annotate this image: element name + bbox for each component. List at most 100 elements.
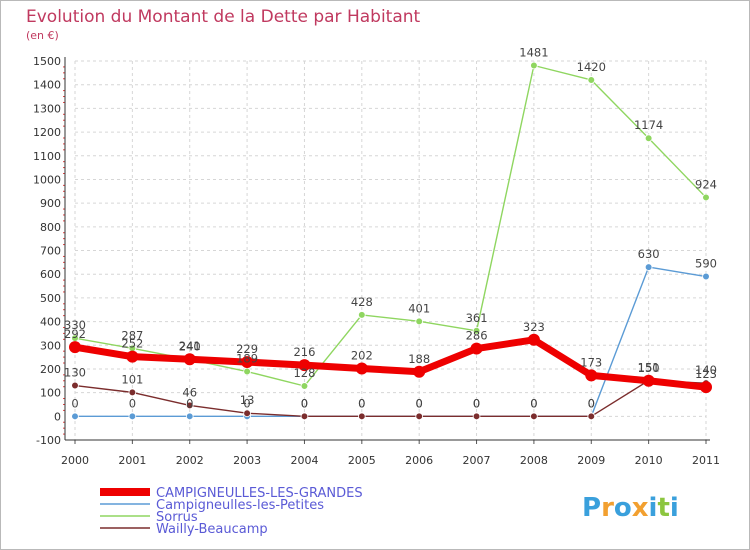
x-tick-label: 2011	[692, 454, 720, 467]
proxiti-logo: Proxiti	[582, 493, 679, 523]
series-line	[74, 379, 707, 418]
y-tick-label: 1000	[33, 173, 61, 186]
data-point	[355, 362, 368, 375]
data-point	[126, 350, 139, 363]
y-tick-label: 200	[40, 363, 61, 376]
y-tick-label: 1400	[33, 79, 61, 92]
data-point	[128, 388, 137, 397]
data-point	[527, 333, 540, 346]
logo-letter: x	[632, 493, 649, 523]
series-lines	[69, 61, 712, 421]
data-point	[472, 412, 481, 421]
data-label: 151	[638, 361, 660, 375]
legend-entry: Sorrus	[156, 510, 198, 525]
data-point	[300, 412, 309, 421]
y-tick-label: 300	[40, 339, 61, 352]
y-tick-label: 100	[40, 387, 61, 400]
data-label: 323	[523, 320, 545, 334]
x-tick-label: 2010	[635, 454, 663, 467]
x-tick-label: 2006	[405, 454, 433, 467]
data-point	[700, 381, 712, 394]
data-label: 287	[121, 328, 143, 342]
chart-subtitle: (en €)	[26, 29, 59, 42]
x-tick-label: 2004	[290, 454, 318, 467]
data-label: 0	[129, 396, 136, 410]
data-label: 361	[466, 311, 488, 325]
x-tick-label: 2000	[61, 454, 89, 467]
data-point	[530, 412, 538, 421]
y-tick-label: -100	[36, 434, 61, 447]
data-label: 128	[293, 366, 315, 380]
data-point	[185, 401, 194, 410]
data-point	[644, 263, 653, 271]
data-label: 123	[695, 367, 717, 381]
data-label: 0	[473, 396, 480, 410]
x-tick-label: 2007	[463, 454, 491, 467]
data-label: 101	[121, 372, 143, 386]
logo-letter: r	[601, 493, 614, 523]
data-point	[642, 374, 655, 387]
data-label: 630	[638, 247, 660, 261]
data-point	[243, 409, 251, 418]
series-line	[74, 266, 707, 418]
data-label: 0	[358, 396, 365, 410]
chart-title: Evolution du Montant de la Dette par Hab…	[26, 7, 421, 27]
x-tick-label: 2003	[233, 454, 261, 467]
data-label: 286	[466, 329, 488, 343]
y-tick-label: 1300	[33, 102, 61, 115]
data-point	[183, 353, 196, 366]
data-label: 0	[530, 396, 537, 410]
data-point	[415, 317, 423, 326]
data-point	[530, 61, 538, 70]
data-label: 13	[240, 393, 255, 407]
data-point	[69, 341, 81, 354]
y-tick-label: 500	[40, 292, 61, 305]
data-point	[585, 369, 598, 382]
y-tick-label: 700	[40, 245, 61, 258]
series-line	[74, 64, 707, 387]
data-point	[702, 193, 710, 202]
y-tick-label: 1100	[33, 150, 61, 163]
data-label: 202	[351, 348, 373, 362]
y-tick-label: 600	[40, 268, 61, 281]
data-label: 0	[416, 396, 423, 410]
x-tick-label: 2002	[176, 454, 204, 467]
y-tick-label: 1500	[33, 55, 61, 68]
data-label: 590	[695, 257, 717, 271]
y-tick-label: 1200	[33, 126, 61, 139]
y-tick-label: 0	[54, 410, 61, 423]
legend-entry: Wailly-Beaucamp	[156, 522, 268, 537]
data-label: 0	[530, 396, 537, 410]
data-point	[415, 412, 423, 421]
data-point	[241, 356, 254, 369]
data-label: 241	[179, 339, 201, 353]
x-tick-label: 2008	[520, 454, 548, 467]
legend-entry: Campigneulles-les-Petites	[156, 498, 324, 513]
data-point	[358, 412, 366, 421]
data-label: 401	[408, 301, 430, 315]
logo-letter: i	[649, 493, 658, 523]
data-label: 229	[236, 342, 258, 356]
data-point	[413, 365, 426, 378]
data-label: 130	[64, 366, 86, 380]
data-label: 252	[121, 337, 143, 351]
data-label: 292	[64, 327, 86, 341]
data-label: 0	[358, 396, 365, 410]
logo-letter: i	[670, 493, 679, 523]
logo-letter: t	[657, 493, 669, 523]
y-tick-label: 400	[40, 316, 61, 329]
logo-wordmark: Proxiti	[582, 493, 679, 523]
data-point	[472, 327, 481, 335]
data-label: 1420	[577, 60, 606, 74]
data-label: 0	[588, 396, 595, 410]
data-label: 0	[473, 396, 480, 410]
data-label: 46	[182, 385, 197, 399]
logo-letter: o	[614, 493, 632, 523]
data-label: 0	[186, 396, 193, 410]
data-label: 0	[301, 396, 308, 410]
data-labels: 0 0 0 0 0 0 0 0 0 0 630 590 330 287 240 189 128 428 401 361…	[64, 46, 717, 411]
data-point	[300, 382, 309, 390]
data-label: 189	[236, 352, 258, 366]
